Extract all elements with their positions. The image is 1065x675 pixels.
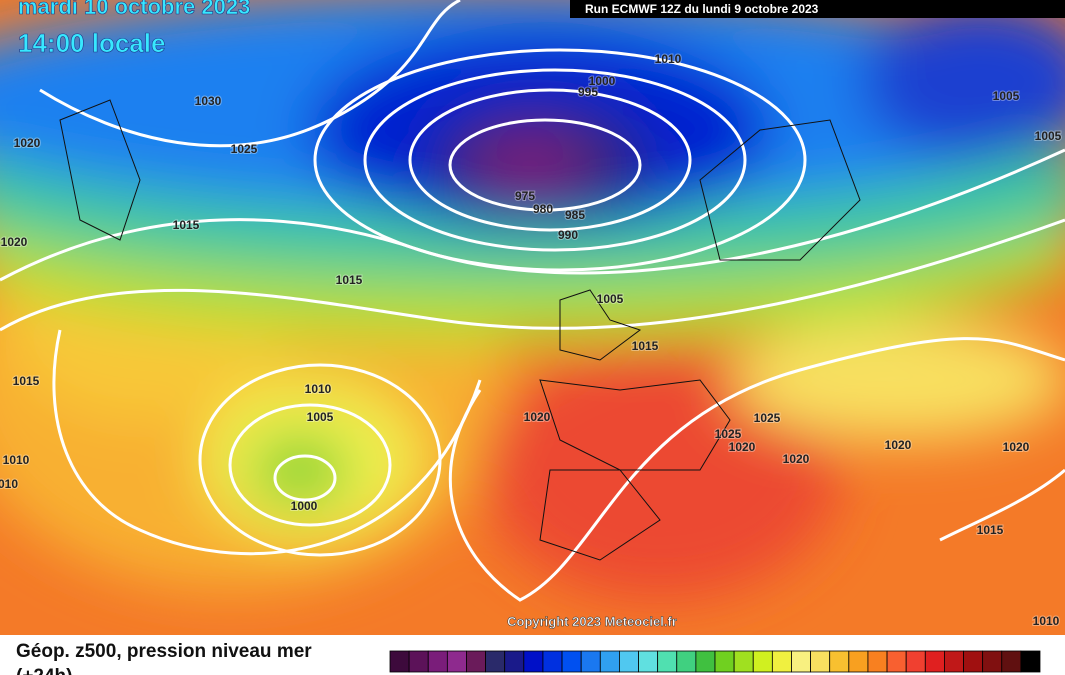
color-swatch <box>982 650 1003 673</box>
color-swatch <box>848 650 869 673</box>
color-swatch <box>657 650 678 673</box>
isobar-label: 1015 <box>977 523 1004 537</box>
color-swatch <box>542 650 563 673</box>
isobar-label: 1020 <box>14 136 41 150</box>
isobar-label: 1015 <box>632 339 659 353</box>
isobar-label: 980 <box>533 202 553 216</box>
color-swatch <box>561 650 582 673</box>
isobar-label: 1005 <box>307 410 334 424</box>
color-swatch <box>408 650 429 673</box>
color-swatch <box>867 650 888 673</box>
isobar-label: 1015 <box>13 374 40 388</box>
run-box <box>570 0 1065 18</box>
field <box>0 0 1065 635</box>
color-swatch <box>829 650 850 673</box>
isobar-label: 1020 <box>1 235 28 249</box>
isobar-label: 1010 <box>3 453 30 467</box>
legend-title: Géop. z500, pression niveau mer <box>16 641 312 662</box>
color-swatch <box>944 650 964 673</box>
run-info: Run ECMWF 12Z du lundi 9 octobre 2023 <box>585 2 819 16</box>
color-swatch <box>599 650 620 673</box>
color-swatch <box>791 650 811 673</box>
isobar-label: 985 <box>565 208 585 222</box>
isobar-label: 1000 <box>589 74 616 88</box>
color-swatch <box>733 650 754 673</box>
isobar-label: 990 <box>558 228 578 242</box>
color-swatch <box>638 650 659 673</box>
color-swatch <box>924 650 945 673</box>
isobar-label: 1005 <box>597 292 624 306</box>
color-swatch <box>752 650 773 673</box>
isobar-label: 1005 <box>1035 129 1062 143</box>
color-scale <box>389 650 1041 673</box>
isobar-label: 010 <box>0 477 18 491</box>
isobar-label: 1010 <box>305 382 332 396</box>
color-swatch <box>580 650 601 673</box>
map-time: 14:00 locale <box>18 28 165 58</box>
isobar-label: 1025 <box>231 142 258 156</box>
color-swatch <box>905 650 926 673</box>
isobar-label: 1020 <box>524 410 551 424</box>
isobar-label: 1020 <box>729 440 756 454</box>
color-swatch <box>676 650 697 673</box>
color-swatch <box>714 650 735 673</box>
color-swatch <box>963 650 984 673</box>
isobar-label: 1020 <box>783 452 810 466</box>
color-swatch <box>1020 650 1041 673</box>
isobar-label: 1030 <box>195 94 222 108</box>
map-date: mardi 10 octobre 2023 <box>18 0 250 19</box>
color-swatch <box>427 650 448 673</box>
isobar-label: 1025 <box>715 427 742 441</box>
isobar-label: 1010 <box>1033 614 1060 628</box>
isobar-label: 1025 <box>754 411 781 425</box>
color-swatch <box>810 650 831 673</box>
coastlines <box>59 99 861 561</box>
color-swatch <box>466 650 486 673</box>
color-swatch <box>523 650 544 673</box>
color-swatch <box>485 650 506 673</box>
color-swatch <box>446 650 467 673</box>
legend-subtitle: (+24h) <box>16 666 73 675</box>
isobar-label: 1020 <box>885 438 912 452</box>
isobar-label: 1015 <box>336 273 363 287</box>
color-swatch <box>619 650 639 673</box>
color-swatch <box>1001 650 1022 673</box>
color-swatch <box>389 650 410 673</box>
isobar-label: 995 <box>578 85 598 99</box>
isobar-label: 1015 <box>173 218 200 232</box>
color-swatch <box>771 650 792 673</box>
color-swatch <box>695 650 716 673</box>
isobar-label: 975 <box>515 189 535 203</box>
isobar-label: 1005 <box>993 89 1020 103</box>
isobar-label: 1010 <box>655 52 682 66</box>
isobar-label: 1000 <box>291 499 318 513</box>
color-swatch <box>504 650 525 673</box>
copyright: Copyright 2023 Meteociel.fr <box>507 614 677 629</box>
color-swatch <box>886 650 907 673</box>
isobar-label: 1020 <box>1003 440 1030 454</box>
